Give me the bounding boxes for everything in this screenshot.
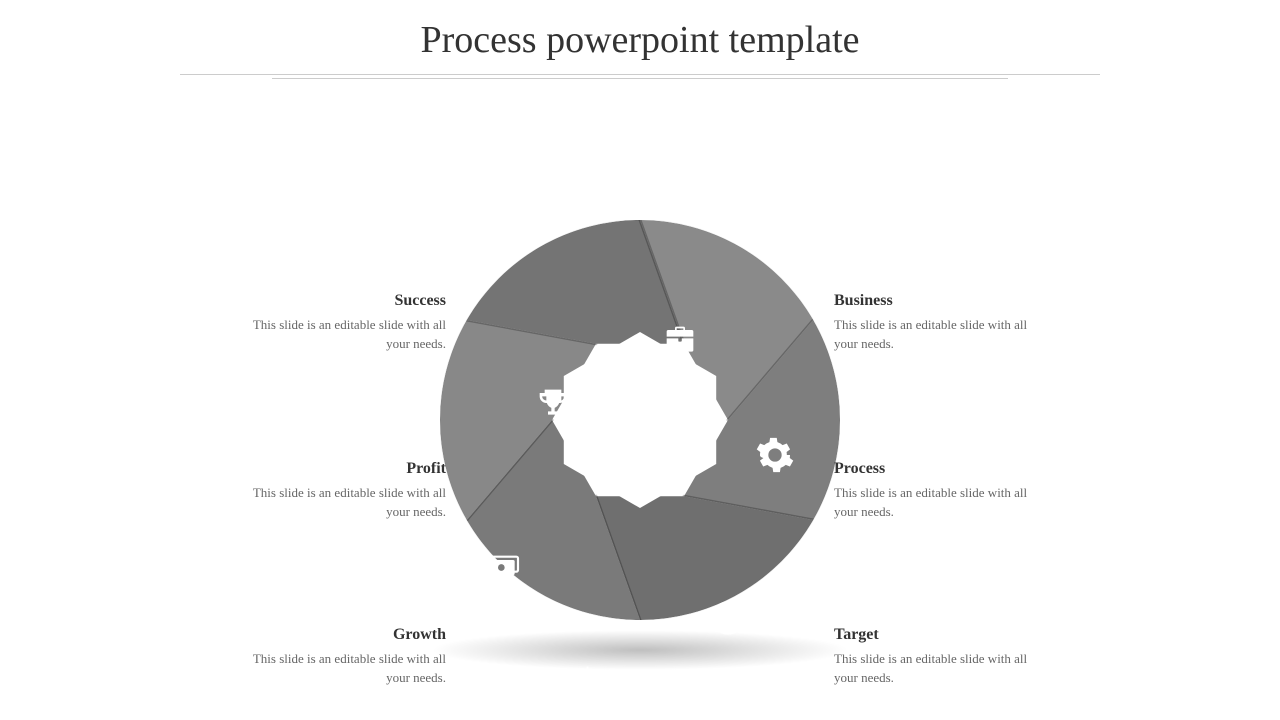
label-title: Success (226, 292, 446, 310)
aperture-shadow (430, 630, 850, 670)
label-target: Target This slide is an editable slide w… (834, 626, 1054, 688)
label-title: Profit (226, 460, 446, 478)
label-title: Growth (226, 626, 446, 644)
label-desc: This slide is an editable slide with all… (834, 316, 1054, 354)
target-icon (708, 598, 748, 638)
label-growth: Growth This slide is an editable slide w… (226, 626, 446, 688)
label-business: Business This slide is an editable slide… (834, 292, 1054, 354)
chart-icon (580, 660, 620, 700)
gear-icon (755, 435, 795, 475)
label-desc: This slide is an editable slide with all… (226, 484, 446, 522)
label-desc: This slide is an editable slide with all… (226, 316, 446, 354)
label-title: Process (834, 460, 1054, 478)
title-divider (180, 74, 1100, 79)
briefcase-icon (660, 320, 700, 360)
label-success: Success This slide is an editable slide … (226, 292, 446, 354)
label-desc: This slide is an editable slide with all… (226, 650, 446, 688)
label-desc: This slide is an editable slide with all… (834, 650, 1054, 688)
label-process: Process This slide is an editable slide … (834, 460, 1054, 522)
label-desc: This slide is an editable slide with all… (834, 484, 1054, 522)
page-title: Process powerpoint template (0, 0, 1280, 62)
label-profit: Profit This slide is an editable slide w… (226, 460, 446, 522)
diagram-stage: Business This slide is an editable slide… (0, 120, 1280, 720)
trophy-icon (533, 383, 573, 423)
label-title: Business (834, 292, 1054, 310)
label-title: Target (834, 626, 1054, 644)
money-icon (483, 545, 523, 585)
